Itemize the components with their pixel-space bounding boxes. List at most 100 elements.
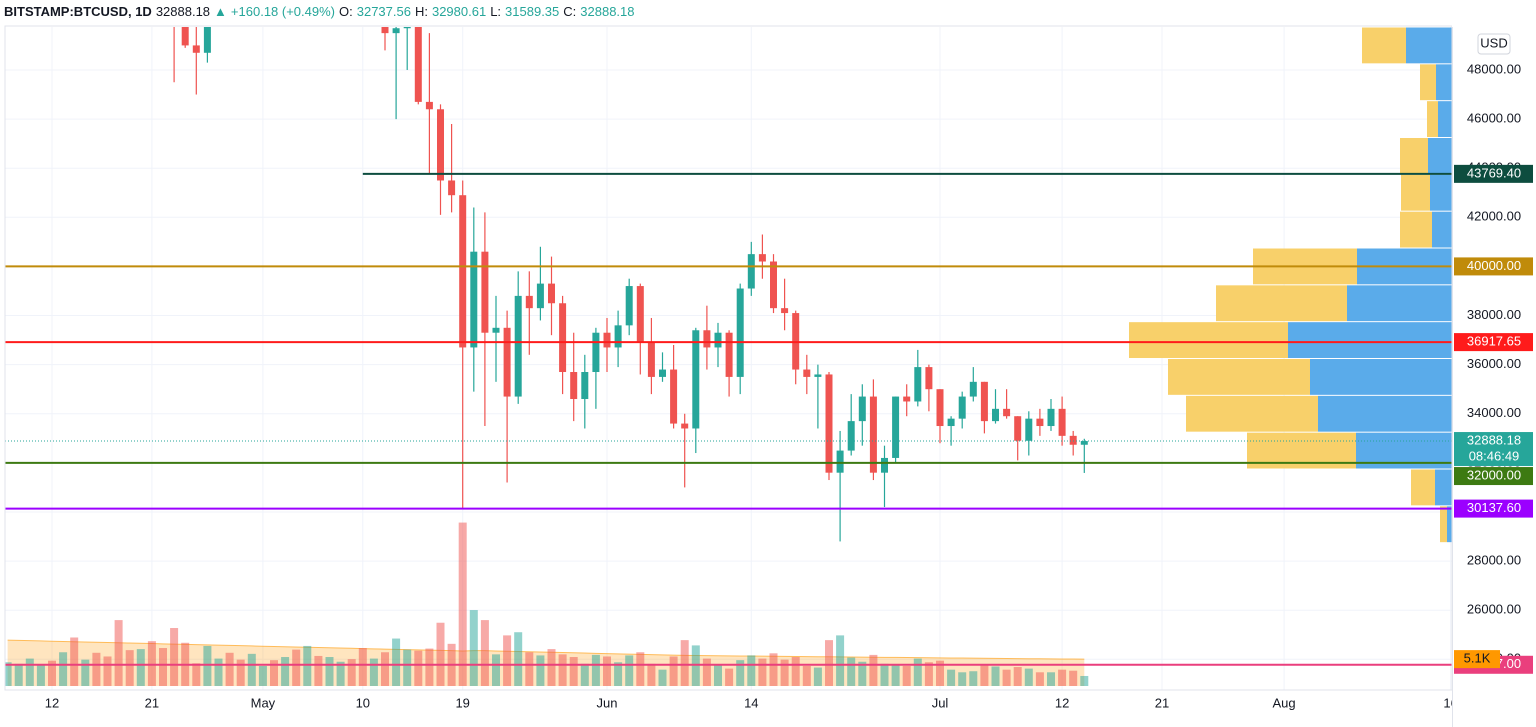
profile-up [1129,322,1288,358]
volume-bar [525,652,534,686]
y-tick-label: 28000.00 [1467,553,1521,568]
candle-body [1058,408,1066,436]
candle-body [770,261,777,309]
volume-bar [669,656,678,686]
ohlc-label: H: [414,3,428,19]
volume-bar [247,653,256,686]
volume-bar [458,522,467,686]
currency: USD [1480,35,1507,50]
candle-body [203,27,211,53]
ohlc-label: C: [563,3,577,19]
volume-bar [580,663,589,686]
volume-bar [358,648,367,686]
change-arrow: ▲ [214,3,227,19]
candle-body [603,332,611,348]
x-tick-label: 10 [356,695,370,710]
volume-bar [1080,675,1089,686]
candle-body [703,330,711,348]
profile-up [1440,506,1447,543]
volume-bar [736,660,745,686]
volume-bar [958,672,967,686]
candle-body [459,195,467,348]
candle-body [1080,441,1088,445]
profile-down [1436,64,1452,101]
candle-body [548,283,555,304]
profile-down [1347,285,1452,322]
x-tick-label: Aug [1273,695,1296,710]
candle-body [437,109,444,181]
candle-body [514,295,522,397]
candle-body [947,418,955,427]
volume-bar [503,635,512,686]
candle-body [636,286,644,343]
volume-bar [303,645,312,686]
candle-body [448,180,456,196]
candle-body [425,101,433,110]
volume-bar [991,666,1000,686]
profile-down [1438,101,1452,137]
candle-body [381,27,389,34]
volume-bar [969,671,978,686]
level-label-bg [1454,467,1533,486]
level-label-bg [1454,257,1533,276]
currency-button[interactable] [1477,33,1511,55]
level-label: 43769.40 [1467,165,1521,180]
y-tick-label: 34000.00 [1467,405,1521,420]
volume-bar [924,662,933,686]
symbol[interactable]: BITSTAMP:BTCUSD, 1D [4,3,152,19]
candle-body [969,381,977,397]
profile-up [1168,359,1310,395]
candle-body [536,283,544,309]
volume-bar [658,669,667,686]
candle-body [181,27,189,46]
volume-bar [292,649,301,686]
candle-body [714,332,722,348]
volume-ma-label: 5.1K [1464,651,1491,666]
volume-bar [436,622,445,686]
volume-bar [70,637,79,686]
volume-bar [1002,669,1011,686]
volume-bar [381,652,389,686]
candle-body [625,286,633,326]
volume-bar [647,663,656,686]
close-value: 32888.18 [580,3,635,19]
volume-bar [403,649,412,686]
volume-bar [147,641,156,686]
volume-bar [125,650,134,686]
candle-body [1003,408,1011,417]
volume-bar [236,659,245,686]
volume-bar [869,654,878,686]
volume-bar [802,665,811,686]
low-value: 31589.35 [505,3,560,19]
candle-body [847,421,855,451]
volume-bar [947,669,956,686]
volume-bar [103,656,112,686]
volume-ma-label-bg [1454,650,1500,669]
candle-body [492,327,500,333]
profile-up [1362,27,1406,64]
volume-bar [758,658,767,686]
volume-bar [414,650,423,686]
profile-down [1406,27,1452,64]
volume-bar [591,654,600,686]
candle-body [614,325,622,348]
volume-bar [847,657,856,686]
level-label: 40000.00 [1467,258,1521,273]
candle-body [570,372,578,400]
profile-down [1435,469,1452,506]
volume-bar [25,658,34,686]
x-tick-label: May [251,695,276,710]
price-axis [1452,0,1536,727]
high-value: 32980.61 [431,3,487,19]
profile-down [1447,506,1452,543]
volume-bar [791,657,800,686]
ohlc-label: L: [490,3,502,19]
candle-body [681,423,689,429]
profile-up [1411,469,1435,506]
profile-down [1318,395,1452,432]
volume-bar [281,657,290,686]
candle-body [692,330,700,429]
profile-up [1420,64,1436,101]
volume-bar [680,640,689,686]
